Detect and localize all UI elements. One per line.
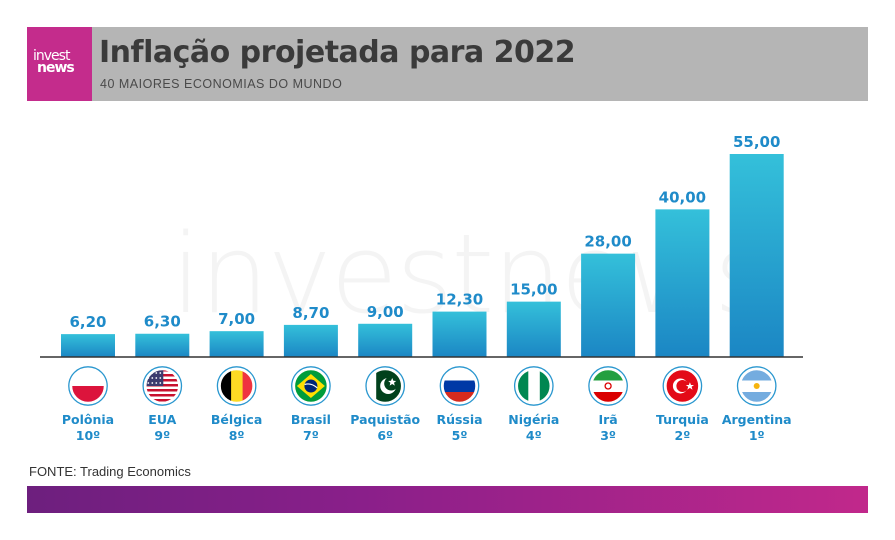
rank-label: 4º [526,428,542,443]
bar-eua[interactable] [135,333,190,357]
rank-label: 7º [303,428,319,443]
russia-flag-icon [439,366,480,406]
rank-label: 2º [675,428,691,443]
logo-text-bottom: news [37,60,75,76]
bar-paquistão[interactable] [358,323,413,357]
bar-nigéria[interactable] [506,301,561,357]
x-tick-label: Nigéria [508,412,559,427]
data-label: 28,00 [584,233,631,251]
data-label: 6,30 [144,313,181,331]
data-label: 55,00 [733,133,780,151]
x-tick-label: Paquistão [350,412,420,427]
x-tick-label: Bélgica [211,412,262,427]
turkey-flag-icon [662,366,703,406]
pakistan-flag-icon [365,366,406,406]
bar-turquia[interactable] [655,209,710,357]
x-tick-label: EUA [148,412,176,427]
bar-polônia[interactable] [61,334,115,357]
bar-argentina[interactable] [729,154,784,357]
rank-label: 9º [154,428,170,443]
x-tick-label: Turquia [656,412,709,427]
poland-flag-icon [68,366,108,406]
x-tick-label: Rússia [436,412,482,427]
footer-bar [27,486,868,513]
data-label: 7,00 [218,310,255,328]
usa-flag-icon [142,366,183,406]
bar-rússia[interactable] [432,311,487,357]
bar-irã[interactable] [581,253,636,357]
logo-text-top: invest [33,48,70,64]
x-tick-label: Irã [598,412,617,427]
rank-label: 8º [229,428,245,443]
rank-label: 1º [749,428,765,443]
rank-label: 5º [452,428,468,443]
bar-bélgica[interactable] [209,331,264,357]
rank-label: 6º [377,428,393,443]
iran-flag-icon [588,366,628,406]
brazil-flag-icon [291,366,331,406]
rank-label: 10º [76,428,100,443]
brand-logo[interactable]: invest news [27,27,92,101]
x-tick-label: Brasil [291,412,331,427]
rank-label: 3º [600,428,616,443]
source-note: FONTE: Trading Economics [29,464,191,479]
x-tick-label: Polônia [62,412,114,427]
data-label: 15,00 [510,281,557,299]
data-label: 8,70 [292,304,329,322]
x-tick-label: Argentina [722,412,792,427]
bar-brasil[interactable] [283,324,338,357]
belgium-flag-icon [216,366,257,406]
header: invest news Inflação projetada para 2022… [27,27,868,101]
chart-subtitle: 40 MAIORES ECONOMIAS DO MUNDO [100,77,343,91]
nigeria-flag-icon [513,366,554,406]
data-label: 40,00 [659,188,706,206]
data-label: 9,00 [367,303,404,321]
data-label: 12,30 [436,291,483,309]
argentina-flag-icon [736,366,777,406]
chart-title: Inflação projetada para 2022 [99,35,576,70]
data-label: 6,20 [69,313,106,331]
